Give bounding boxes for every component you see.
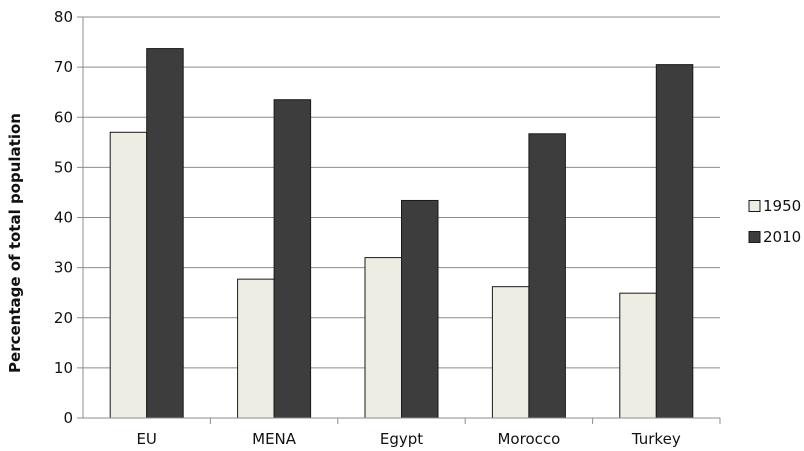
x-category-label: MENA [252, 430, 297, 448]
y-axis-label: Percentage of total population [6, 113, 24, 373]
bar-2010-turkey [655, 64, 694, 419]
x-category-label: Egypt [380, 430, 423, 448]
bar-1950-morocco [491, 286, 530, 419]
bar-1950-egypt [364, 257, 402, 419]
y-tick-labels: 0 10 20 30 40 50 60 70 80 [54, 8, 73, 427]
legend-swatch-2010 [748, 231, 761, 243]
bar-2010-egypt [401, 199, 439, 419]
legend-label-1950: 1950 [763, 197, 801, 215]
y-tick-label: 20 [54, 309, 73, 327]
bar-2010-eu [146, 48, 184, 419]
y-tick-label: 50 [54, 158, 73, 176]
legend-swatch-1950 [748, 200, 761, 212]
bar-2010-mena [273, 99, 312, 419]
x-category-labels: EU MENA Egypt Morocco Turkey [136, 430, 680, 448]
bar-1950-mena [237, 278, 275, 419]
bar-2010-morocco [528, 133, 566, 419]
y-tick-label: 70 [54, 58, 73, 76]
axes [77, 16, 721, 424]
y-tick-label: 60 [54, 108, 73, 126]
bar-1950-eu [109, 131, 148, 419]
x-category-label: EU [136, 430, 156, 448]
y-tick-label: 80 [54, 8, 73, 26]
y-tick-label: 0 [63, 409, 73, 427]
x-category-label: Turkey [631, 430, 681, 448]
legend-label-2010: 2010 [763, 228, 801, 246]
y-tick-label: 30 [54, 259, 73, 277]
bars [109, 48, 694, 419]
bar-1950-turkey [619, 292, 657, 419]
x-category-label: Morocco [497, 430, 560, 448]
y-tick-label: 10 [54, 359, 73, 377]
y-tick-label: 40 [54, 209, 73, 227]
legend: 1950 2010 [748, 197, 801, 246]
